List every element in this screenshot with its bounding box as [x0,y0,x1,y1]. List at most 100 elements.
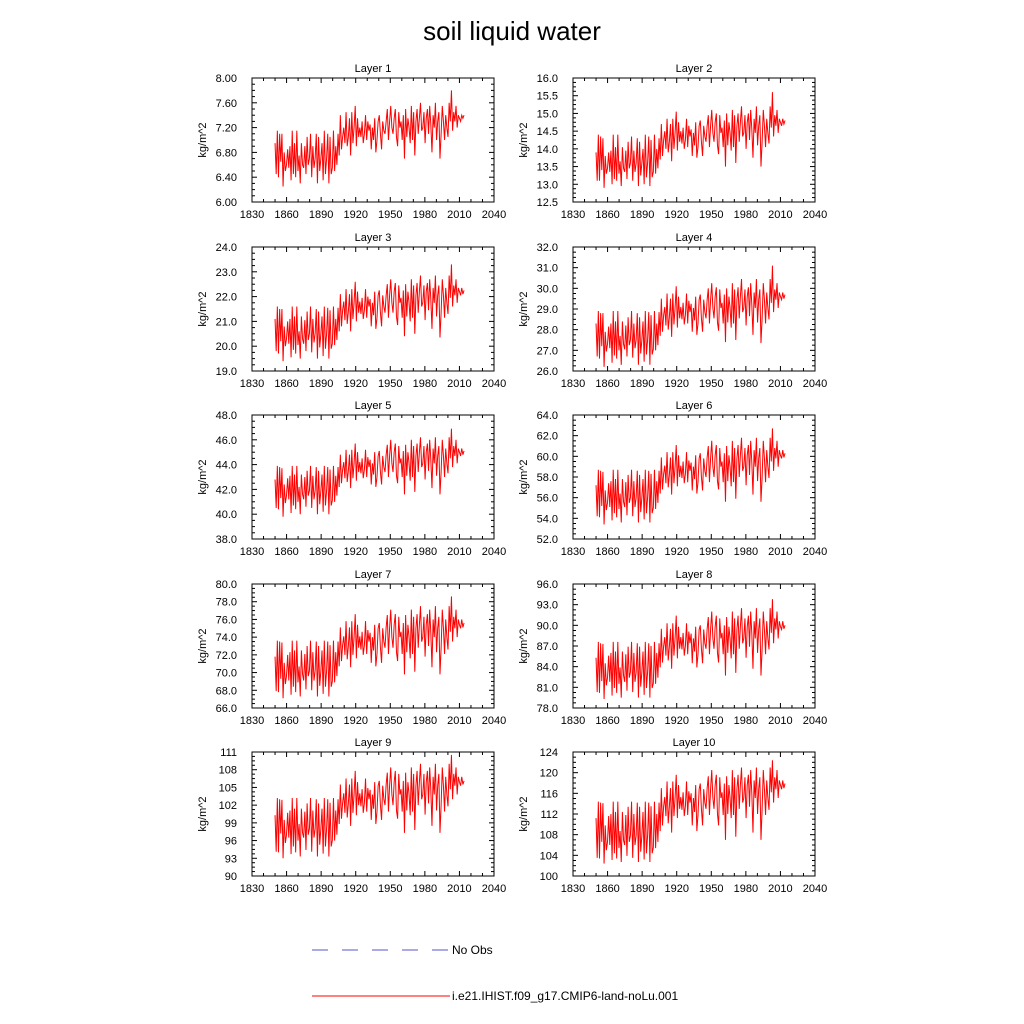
panel-9-title: Layer 9 [355,737,392,749]
panel-6-ytick-label: 60.0 [537,451,558,463]
panel-8-ytick-label: 96.0 [537,579,558,591]
panel-6-xtick-label: 2040 [803,546,827,558]
panel-7: Layer 7 kg/m^2 1830 1860 1890 1920 1950 1980 201… [197,569,506,727]
panel-9-ytick-label: 96 [225,836,237,848]
panel-1-xtick-label: 2040 [482,209,506,221]
panel-2-ytick-label: 15.5 [537,91,558,103]
panel-5-ytick-label: 48.0 [216,410,237,422]
panel-3-ytick-label: 21.0 [216,316,237,328]
panel-4-ytick-label: 31.0 [537,263,558,275]
panel-3-ytick-label: 23.0 [216,267,237,279]
panel-4-ylabel: kg/m^2 [518,291,530,326]
panel-9-xtick-label: 2010 [447,883,471,895]
panel-8-ytick-label: 78.0 [537,703,558,715]
panel-3-xtick-label: 1950 [378,378,402,390]
panel-8-series-line [595,599,786,700]
panel-7-xtick-label: 1890 [309,715,333,727]
panel-5-xtick-label: 1980 [413,546,437,558]
panel-8-ylabel: kg/m^2 [518,628,530,663]
panel-10-xtick-label: 2010 [768,883,792,895]
panel-7-xtick-label: 2040 [482,715,506,727]
panel-9-ytick-label: 99 [225,818,237,830]
panel-9-xtick-label: 1860 [274,883,298,895]
panel-1-ytick-label: 7.20 [216,123,237,135]
panel-8-ytick-label: 84.0 [537,662,558,674]
panel-2-xtick-label: 1860 [595,209,619,221]
panel-7-ytick-label: 76.0 [216,614,237,626]
panel-7-xtick-label: 1920 [343,715,367,727]
panel-4-ytick-label: 32.0 [537,242,558,254]
panel-1-ylabel: kg/m^2 [197,122,209,157]
panel-10-ytick-label: 116 [540,788,558,800]
panel-10-ylabel: kg/m^2 [518,796,530,831]
panel-9-ytick-label: 108 [219,765,237,777]
panel-4-ytick-label: 27.0 [537,345,558,357]
panel-8: Layer 8 kg/m^2 1830 1860 1890 1920 1950 1980 201… [518,569,827,727]
panel-10-xtick-label: 1950 [699,883,723,895]
panel-2-ytick-label: 13.0 [537,179,558,191]
panel-4-ytick-label: 30.0 [537,283,558,295]
panel-4-xtick-label: 2040 [803,378,827,390]
panel-2-xtick-label: 1950 [699,209,723,221]
panel-5-title: Layer 5 [355,400,392,412]
panel-2-xtick-label: 2040 [803,209,827,221]
panel-2-ytick-label: 13.5 [537,162,558,174]
panel-4-xtick-label: 1890 [630,378,654,390]
panel-4-ytick-label: 28.0 [537,325,558,337]
panel-1-ytick-label: 8.00 [216,73,237,85]
panel-1-xtick-label: 1950 [378,209,402,221]
panel-2-ytick-label: 16.0 [537,73,558,85]
panel-10-ytick-label: 108 [540,830,558,842]
panel-10-xtick-label: 1830 [561,883,585,895]
panel-6-xtick-label: 1890 [630,546,654,558]
panel-3-ytick-label: 19.0 [216,366,237,378]
panel-1-xtick-label: 1860 [274,209,298,221]
panel-9-ytick-label: 93 [225,853,237,865]
panel-6-ytick-label: 58.0 [537,472,558,484]
panel-7-ytick-label: 68.0 [216,685,237,697]
panel-10-ytick-label: 104 [540,850,558,862]
panel-6-ytick-label: 64.0 [537,410,558,422]
panel-10-ytick-label: 124 [540,747,558,759]
panel-5-xtick-label: 1920 [343,546,367,558]
panel-6-xtick-label: 1860 [595,546,619,558]
panel-10-ytick-label: 120 [540,768,558,780]
panel-8-title: Layer 8 [676,569,713,581]
panel-8-ytick-label: 87.0 [537,641,558,653]
panel-6-ytick-label: 62.0 [537,431,558,443]
panel-6-xtick-label: 1950 [699,546,723,558]
panel-2-ytick-label: 14.0 [537,144,558,156]
panel-10-xtick-label: 1890 [630,883,654,895]
panel-9-xtick-label: 1920 [343,883,367,895]
panel-7-xtick-label: 1830 [240,715,264,727]
panel-4-xtick-label: 1950 [699,378,723,390]
panel-4-xtick-label: 1980 [734,378,758,390]
panel-8-xtick-label: 1890 [630,715,654,727]
panel-3-xtick-label: 2040 [482,378,506,390]
panel-9-xtick-label: 2040 [482,883,506,895]
panel-5-xtick-label: 1860 [274,546,298,558]
panel-2-ytick-label: 14.5 [537,126,558,138]
panel-7-ytick-label: 70.0 [216,668,237,680]
panel-7-ytick-label: 78.0 [216,597,237,609]
panel-6-ylabel: kg/m^2 [518,459,530,494]
panel-5-xtick-label: 2010 [447,546,471,558]
panel-3-xtick-label: 1830 [240,378,264,390]
panel-10-ytick-label: 100 [540,871,558,883]
legend: No Obs i.e21.IHIST.f09_g17.CMIP6-land-no… [312,943,678,1003]
panel-10-frame [572,751,816,877]
panel-10-xtick-label: 1980 [734,883,758,895]
panel-9-xtick-label: 1980 [413,883,437,895]
panel-5-xtick-label: 2040 [482,546,506,558]
panel-1-title: Layer 1 [355,63,392,75]
panels: Layer 1 kg/m^2 1830 1860 1890 1920 1950 1980 201… [197,63,827,895]
panel-4-xtick-label: 1920 [664,378,688,390]
panel-3-xtick-label: 1890 [309,378,333,390]
panel-2-xtick-label: 1980 [734,209,758,221]
panel-8-ytick-label: 93.0 [537,600,558,612]
panel-8-xtick-label: 1950 [699,715,723,727]
panel-8-xtick-label: 1980 [734,715,758,727]
panel-1-ytick-label: 6.40 [216,172,237,184]
panel-2-xtick-label: 1890 [630,209,654,221]
panel-9-xtick-label: 1830 [240,883,264,895]
